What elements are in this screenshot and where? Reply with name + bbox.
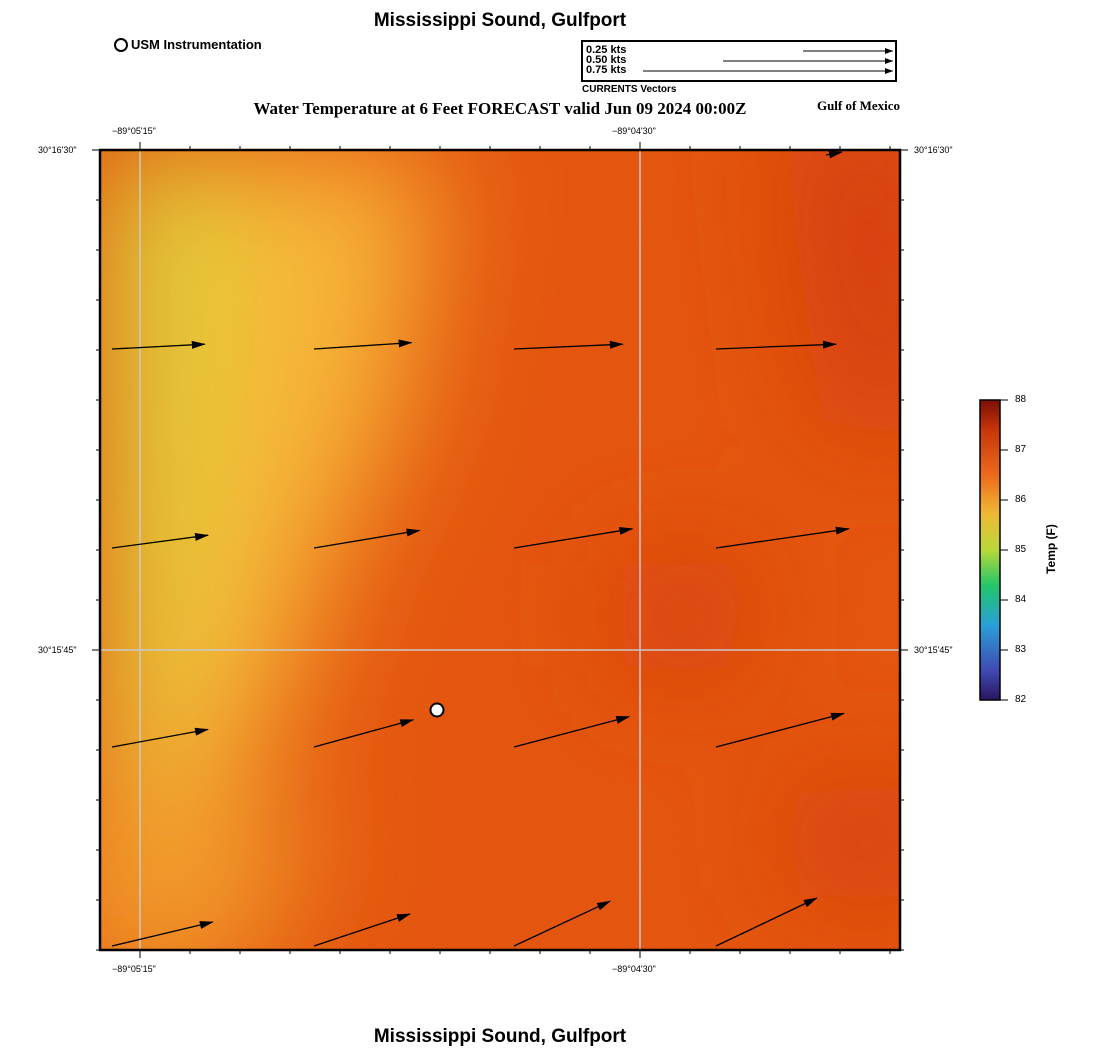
colorbar-label: 84 <box>1015 594 1027 605</box>
temperature-field <box>100 150 900 950</box>
lon-label-bottom-1: −89°05'15" <box>112 964 156 974</box>
lon-label-bottom-2: −89°04'30" <box>612 964 656 974</box>
current-vector <box>715 526 850 549</box>
current-vector <box>313 528 421 549</box>
current-vector <box>513 526 634 549</box>
colorbar-label: 83 <box>1015 644 1027 655</box>
current-vector <box>111 921 214 947</box>
region-label: Gulf of Mexico <box>816 98 900 113</box>
legend-row-050: 0.50 kts <box>586 54 627 66</box>
legend-row-025: 0.25 kts <box>586 44 627 56</box>
usm-marker-icon <box>114 37 128 52</box>
colorbar-ticks <box>1000 399 1008 701</box>
legend-caption: CURRENTS Vectors <box>582 84 677 95</box>
axis-ticks <box>92 142 908 958</box>
map-subtitle: Water Temperature at 6 Feet FORECAST val… <box>253 99 747 118</box>
usm-instrument-marker[interactable] <box>429 702 445 718</box>
current-vector <box>313 913 411 947</box>
current-vector <box>313 719 415 748</box>
colorbar-label: 88 <box>1015 394 1027 405</box>
current-vector-partial <box>825 150 843 159</box>
map-title: Mississippi Sound, Gulfport <box>373 10 627 31</box>
map-footer-title: Mississippi Sound, Gulfport <box>373 1026 627 1047</box>
current-vector <box>513 900 611 947</box>
lat-label-left-2: 30°15'45" <box>38 645 77 655</box>
current-vector <box>715 897 818 947</box>
lat-label-right-2: 30°15'45" <box>914 645 953 655</box>
current-vector <box>715 712 845 748</box>
usm-legend: USM Instrumentation <box>114 37 262 52</box>
lon-label-top-2: −89°04'30" <box>612 126 656 136</box>
current-vector <box>715 340 837 350</box>
current-vectors <box>111 339 850 947</box>
usm-label: USM Instrumentation <box>131 37 262 52</box>
current-vector <box>111 340 206 350</box>
colorbar-title: Temp (F) <box>1044 524 1058 574</box>
lon-label-top-1: −89°05'15" <box>112 126 156 136</box>
legend-arrows <box>643 48 893 74</box>
colorbar-label: 87 <box>1015 444 1027 455</box>
current-vector <box>111 727 209 748</box>
colorbar-label: 86 <box>1015 494 1027 505</box>
current-vector <box>313 339 413 350</box>
current-vector <box>513 715 631 748</box>
current-vector <box>111 532 209 549</box>
colorbar-label: 82 <box>1015 694 1027 705</box>
vector-legend: 0.25 kts 0.50 kts 0.75 kts <box>581 40 897 82</box>
colorbar-label: 85 <box>1015 544 1027 555</box>
colorbar <box>979 399 1001 701</box>
lat-label-right-1: 30°16'30" <box>914 145 953 155</box>
current-vector <box>513 340 624 350</box>
lat-label-left-1: 30°16'30" <box>38 145 77 155</box>
legend-row-075: 0.75 kts <box>586 64 627 76</box>
